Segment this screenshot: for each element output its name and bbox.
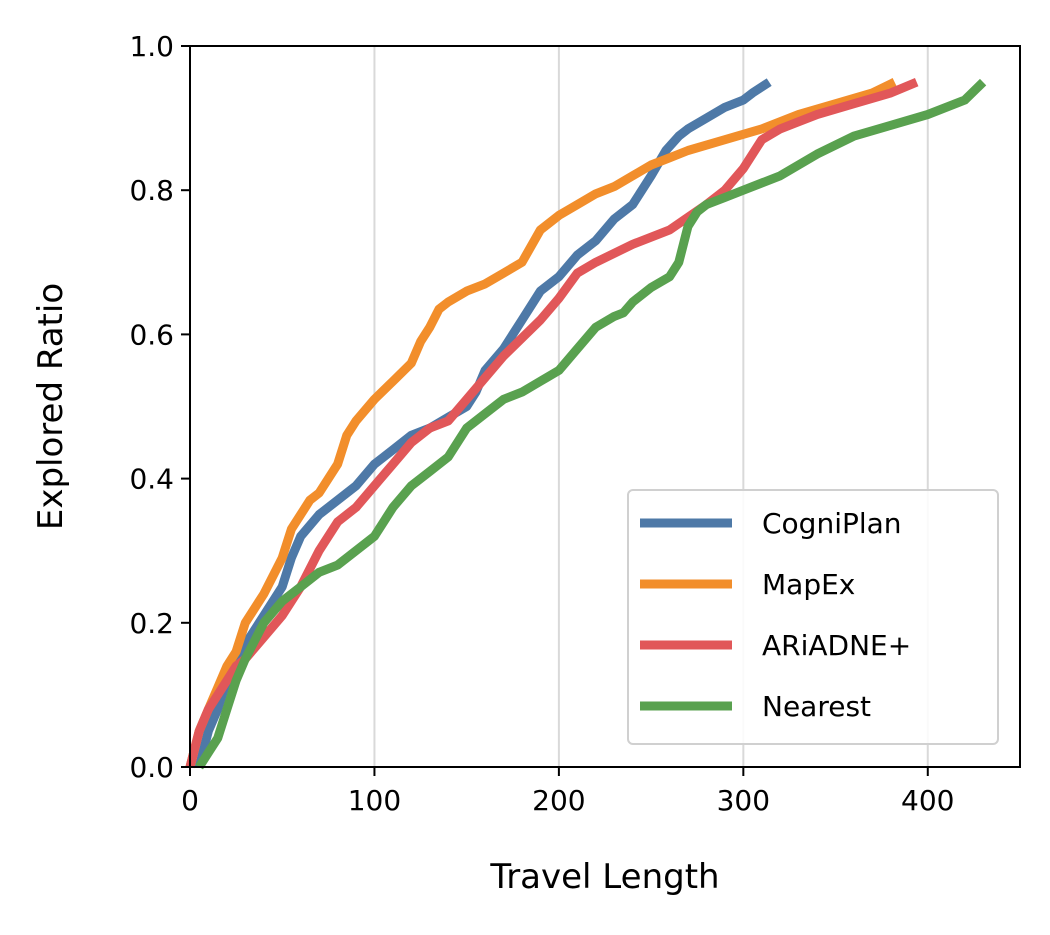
legend-label-nearest: Nearest	[762, 690, 871, 723]
series-line-mapex	[185, 78, 897, 769]
y-tick-label: 0.0	[129, 751, 174, 784]
plot-frame	[189, 45, 1021, 768]
y-axis-title: Explored Ratio	[31, 283, 71, 530]
legend[interactable]: CogniPlan MapEx ARiADNE+ Nearest	[627, 489, 999, 745]
x-tick-label: 100	[348, 784, 401, 817]
legend-items: CogniPlan MapEx ARiADNE+ Nearest	[640, 507, 911, 723]
y-tick-label: 0.6	[129, 318, 174, 351]
y-tick-label: 1.0	[129, 30, 174, 63]
legend-label-cogniplan: CogniPlan	[762, 507, 902, 540]
y-axis-ticks: 0.0 0.2 0.4 0.6 0.8 1.0	[129, 30, 190, 784]
y-tick-label: 0.8	[129, 174, 174, 207]
legend-label-ariadne-: ARiADNE+	[762, 629, 911, 662]
x-tick-label: 400	[901, 784, 954, 817]
x-axis-title: Travel Length	[489, 857, 719, 897]
x-tick-label: 0	[181, 784, 199, 817]
y-tick-label: 0.2	[129, 607, 174, 640]
x-tick-label: 200	[532, 784, 585, 817]
legend-label-mapex: MapEx	[762, 568, 855, 601]
y-tick-label: 0.4	[129, 463, 174, 496]
series-lines	[185, 77, 987, 770]
legend-box	[627, 489, 999, 745]
x-axis-ticks: 0 100 200 300 400	[181, 767, 955, 817]
series-line-nearest	[195, 78, 987, 770]
x-tick-label: 300	[717, 784, 770, 817]
